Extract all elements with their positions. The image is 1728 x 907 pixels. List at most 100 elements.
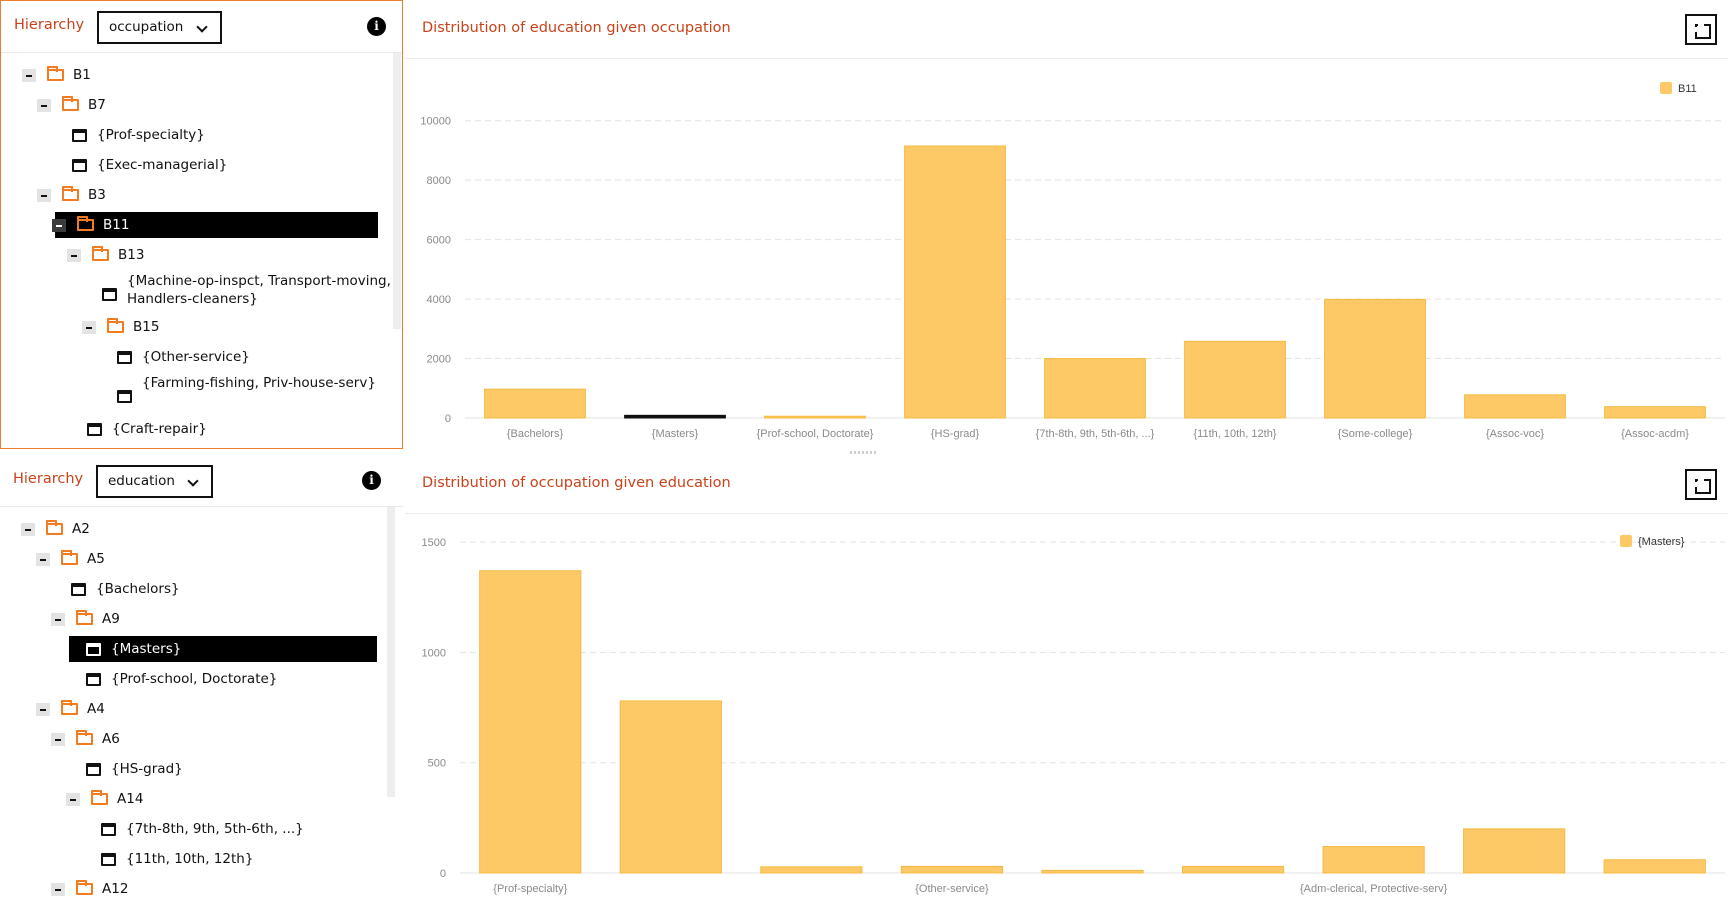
tree-node-label: {Masters} (111, 641, 182, 657)
collapse-toggle-icon[interactable] (51, 883, 65, 896)
tree-node-label: {Exec-managerial} (97, 157, 228, 173)
horizontal-splitter[interactable] (850, 451, 876, 454)
tree-folder-node[interactable]: B3 (1, 182, 391, 208)
y-tick-label: 1500 (422, 537, 446, 549)
occupation-bar-chart: 0 500 1000 1500 {Prof-specialty} {Other-servi… (422, 535, 1725, 895)
collapse-toggle-icon[interactable] (37, 99, 51, 112)
tree-leaf-node[interactable]: {Masters} (69, 636, 377, 662)
tree-node-label: {Prof-school, Doctorate} (111, 671, 278, 687)
bar (760, 866, 863, 874)
folder-icon (76, 610, 93, 625)
collapse-toggle-icon[interactable] (66, 793, 80, 806)
collapse-toggle-icon[interactable] (51, 613, 65, 626)
hierarchy-label: Hierarchy (13, 471, 84, 487)
tree-leaf-node[interactable]: {Prof-specialty} (1, 122, 391, 148)
tree-leaf-node[interactable]: {Exec-managerial} (1, 152, 391, 178)
tree-node-label: B1 (73, 67, 91, 83)
folder-icon (62, 186, 79, 201)
top-chart-panel: Distribution of education given occupati… (405, 0, 1728, 450)
chevron-down-icon (196, 21, 208, 33)
folder-icon (77, 216, 94, 231)
tree-node-label: B11 (103, 217, 130, 233)
bar (1464, 394, 1566, 419)
bar (624, 414, 726, 419)
folder-icon (62, 96, 79, 111)
hierarchy-header: Hierarchy education i (0, 455, 403, 507)
leaf-node-icon (87, 423, 102, 436)
tree-node-label: A2 (72, 521, 90, 537)
hierarchy-select-value: occupation (109, 19, 184, 35)
collapse-toggle-icon[interactable] (52, 219, 66, 232)
x-tick-label: {HS-grad} (931, 428, 980, 440)
folder-icon (61, 700, 78, 715)
bar (619, 700, 722, 874)
bar (1041, 869, 1144, 874)
y-tick-label: 10000 (420, 116, 451, 128)
tree-leaf-node[interactable]: {Craft-repair} (1, 416, 391, 442)
legend-swatch (1660, 82, 1672, 94)
tree-leaf-node[interactable]: {Machine-op-inspct, Transport-moving, Ha… (1, 272, 391, 310)
tree-leaf-node[interactable]: {Prof-school, Doctorate} (0, 666, 390, 692)
collapse-toggle-icon[interactable] (21, 523, 35, 536)
tree-leaf-node[interactable]: {Farming-fishing, Priv-house-serv} (1, 374, 391, 412)
tree-folder-node[interactable]: B1 (1, 62, 391, 88)
collapse-toggle-icon[interactable] (36, 703, 50, 716)
x-tick-label: {Prof-school, Doctorate} (757, 428, 874, 440)
chevron-down-icon (187, 475, 199, 487)
tree-folder-node[interactable]: A6 (0, 726, 390, 752)
y-tick-label: 500 (428, 758, 446, 770)
tree-folder-node[interactable]: A2 (0, 516, 390, 542)
bar (904, 145, 1006, 419)
folder-icon (46, 520, 63, 535)
tree-leaf-node[interactable]: {11th, 10th, 12th} (0, 846, 390, 872)
tree-leaf-node[interactable]: {7th-8th, 9th, 5th-6th, ...} (0, 816, 390, 842)
tree-node-label: {HS-grad} (111, 761, 183, 777)
expand-button[interactable] (1685, 469, 1717, 500)
leaf-node-icon (117, 390, 132, 403)
collapse-toggle-icon[interactable] (51, 733, 65, 746)
bottom-row: Hierarchy education i A2 A5 {Bachelors} A9 {… (0, 455, 1728, 907)
tree-leaf-node[interactable]: {Other-service} (1, 344, 391, 370)
folder-icon (61, 550, 78, 565)
collapse-toggle-icon[interactable] (36, 553, 50, 566)
tree-scrollbar[interactable] (393, 53, 401, 329)
x-tick-label: {Masters} (652, 428, 699, 440)
tree-folder-node[interactable]: A12 (0, 876, 390, 902)
tree-folder-node[interactable]: B13 (1, 242, 391, 268)
tree-folder-node[interactable]: A9 (0, 606, 390, 632)
tree-folder-node[interactable]: B15 (1, 314, 391, 340)
tree-scrollbar[interactable] (387, 507, 395, 797)
tree-leaf-node[interactable]: {Bachelors} (0, 576, 390, 602)
x-tick-label: {Adm-clerical, Protective-serv} (1300, 883, 1448, 895)
hierarchy-label: Hierarchy (14, 17, 85, 33)
tree-node-label: A6 (102, 731, 120, 747)
collapse-toggle-icon[interactable] (22, 69, 36, 82)
top-row: Hierarchy occupation i B1 B7 {Prof-special… (0, 0, 1728, 450)
leaf-node-icon (101, 823, 116, 836)
leaf-node-icon (71, 583, 86, 596)
collapse-toggle-icon[interactable] (37, 189, 51, 202)
y-tick-label: 6000 (427, 235, 451, 247)
x-tick-label: {Bachelors} (507, 428, 564, 440)
collapse-toggle-icon[interactable] (82, 321, 96, 334)
info-icon[interactable]: i (362, 471, 381, 490)
occupation-hierarchy-panel: Hierarchy occupation i B1 B7 {Prof-special… (0, 0, 403, 449)
collapse-toggle-icon[interactable] (67, 249, 81, 262)
tree-folder-node[interactable]: B11 (52, 212, 378, 238)
tree-folder-node[interactable]: A5 (0, 546, 390, 572)
bottom-chart-panel: Distribution of occupation given educati… (405, 455, 1728, 907)
bar (1044, 358, 1146, 419)
info-icon[interactable]: i (367, 17, 386, 36)
folder-icon (76, 880, 93, 895)
tree-folder-node[interactable]: A4 (0, 696, 390, 722)
occupation-tree: B1 B7 {Prof-specialty} {Exec-managerial} B3 B… (1, 53, 391, 448)
tree-node-label: A4 (87, 701, 105, 717)
tree-leaf-node[interactable]: {HS-grad} (0, 756, 390, 782)
x-tick-label: {11th, 10th, 12th} (1194, 428, 1277, 440)
expand-button[interactable] (1685, 14, 1717, 45)
x-tick-label: {Prof-specialty} (493, 883, 567, 895)
hierarchy-select[interactable]: occupation (97, 11, 222, 44)
hierarchy-select[interactable]: education (96, 465, 213, 498)
tree-folder-node[interactable]: A14 (0, 786, 390, 812)
tree-folder-node[interactable]: B7 (1, 92, 391, 118)
